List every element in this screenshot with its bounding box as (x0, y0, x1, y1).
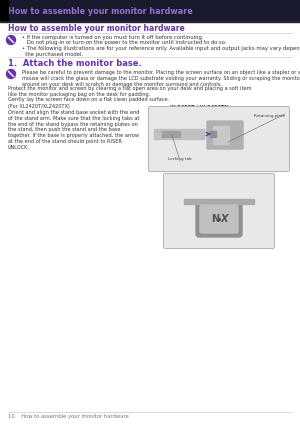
Text: Please be careful to prevent damage to the monitor. Placing the screen surface o: Please be careful to prevent damage to t… (22, 70, 300, 87)
Bar (0, 0, 8, 20)
Text: Orient and align the stand base socket with the end
of the stand arm. Make sure : Orient and align the stand base socket w… (8, 110, 140, 150)
Text: Locking tab: Locking tab (168, 157, 192, 161)
Bar (154, 129, 204, 139)
Bar (0, 0, 300, 22)
Bar (184, 199, 254, 204)
Bar (213, 126, 229, 144)
Text: N: N (211, 214, 219, 224)
Text: Do not plug-in or turn-on the power to the monitor until instructed to do so.: Do not plug-in or turn-on the power to t… (22, 40, 227, 45)
Text: Retaining plate: Retaining plate (254, 114, 285, 118)
FancyBboxPatch shape (196, 201, 242, 237)
FancyBboxPatch shape (164, 173, 274, 249)
Circle shape (7, 70, 16, 79)
Text: XL2420T / XL2420TX: XL2420T / XL2420TX (170, 104, 228, 109)
Text: 1.  Attach the monitor base.: 1. Attach the monitor base. (8, 59, 142, 68)
FancyBboxPatch shape (207, 121, 243, 149)
FancyBboxPatch shape (200, 205, 238, 233)
Text: X: X (221, 214, 229, 224)
Bar (162, 131, 180, 137)
Bar (210, 131, 216, 137)
Text: Protect the monitor and screen by clearing a flat open area on your desk and pla: Protect the monitor and screen by cleari… (8, 86, 251, 97)
Circle shape (7, 36, 16, 45)
Text: How to assemble your monitor hardware: How to assemble your monitor hardware (8, 6, 193, 15)
Text: • If the computer is turned on you must turn it off before continuing.: • If the computer is turned on you must … (22, 35, 203, 40)
Text: 10    How to assemble your monitor hardware: 10 How to assemble your monitor hardware (8, 414, 129, 419)
Text: Gently lay the screen face down on a flat clean padded surface.: Gently lay the screen face down on a fla… (8, 97, 169, 102)
FancyBboxPatch shape (148, 107, 290, 172)
Text: How to assemble your monitor hardware: How to assemble your monitor hardware (8, 24, 185, 33)
Text: • The following illustrations are for your reference only. Available input and o: • The following illustrations are for yo… (22, 46, 300, 57)
Text: (For XL2420T/XL2420TX): (For XL2420T/XL2420TX) (8, 104, 70, 109)
